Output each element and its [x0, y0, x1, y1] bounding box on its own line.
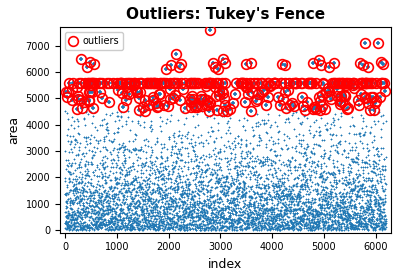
outliers — [293, 81, 297, 84]
X-axis label: index: index — [208, 258, 242, 271]
outliers — [117, 81, 122, 84]
outliers — [143, 109, 148, 112]
outliers — [316, 95, 321, 98]
outliers — [207, 28, 212, 32]
Title: Outliers: Tukey's Fence: Outliers: Tukey's Fence — [126, 7, 325, 22]
Line: outliers: outliers — [61, 25, 390, 115]
outliers — [160, 81, 165, 84]
outliers — [63, 90, 68, 93]
outliers — [382, 90, 387, 93]
Y-axis label: area: area — [7, 116, 20, 144]
Legend: outliers: outliers — [65, 32, 123, 50]
outliers — [149, 81, 154, 84]
outliers — [343, 81, 348, 84]
